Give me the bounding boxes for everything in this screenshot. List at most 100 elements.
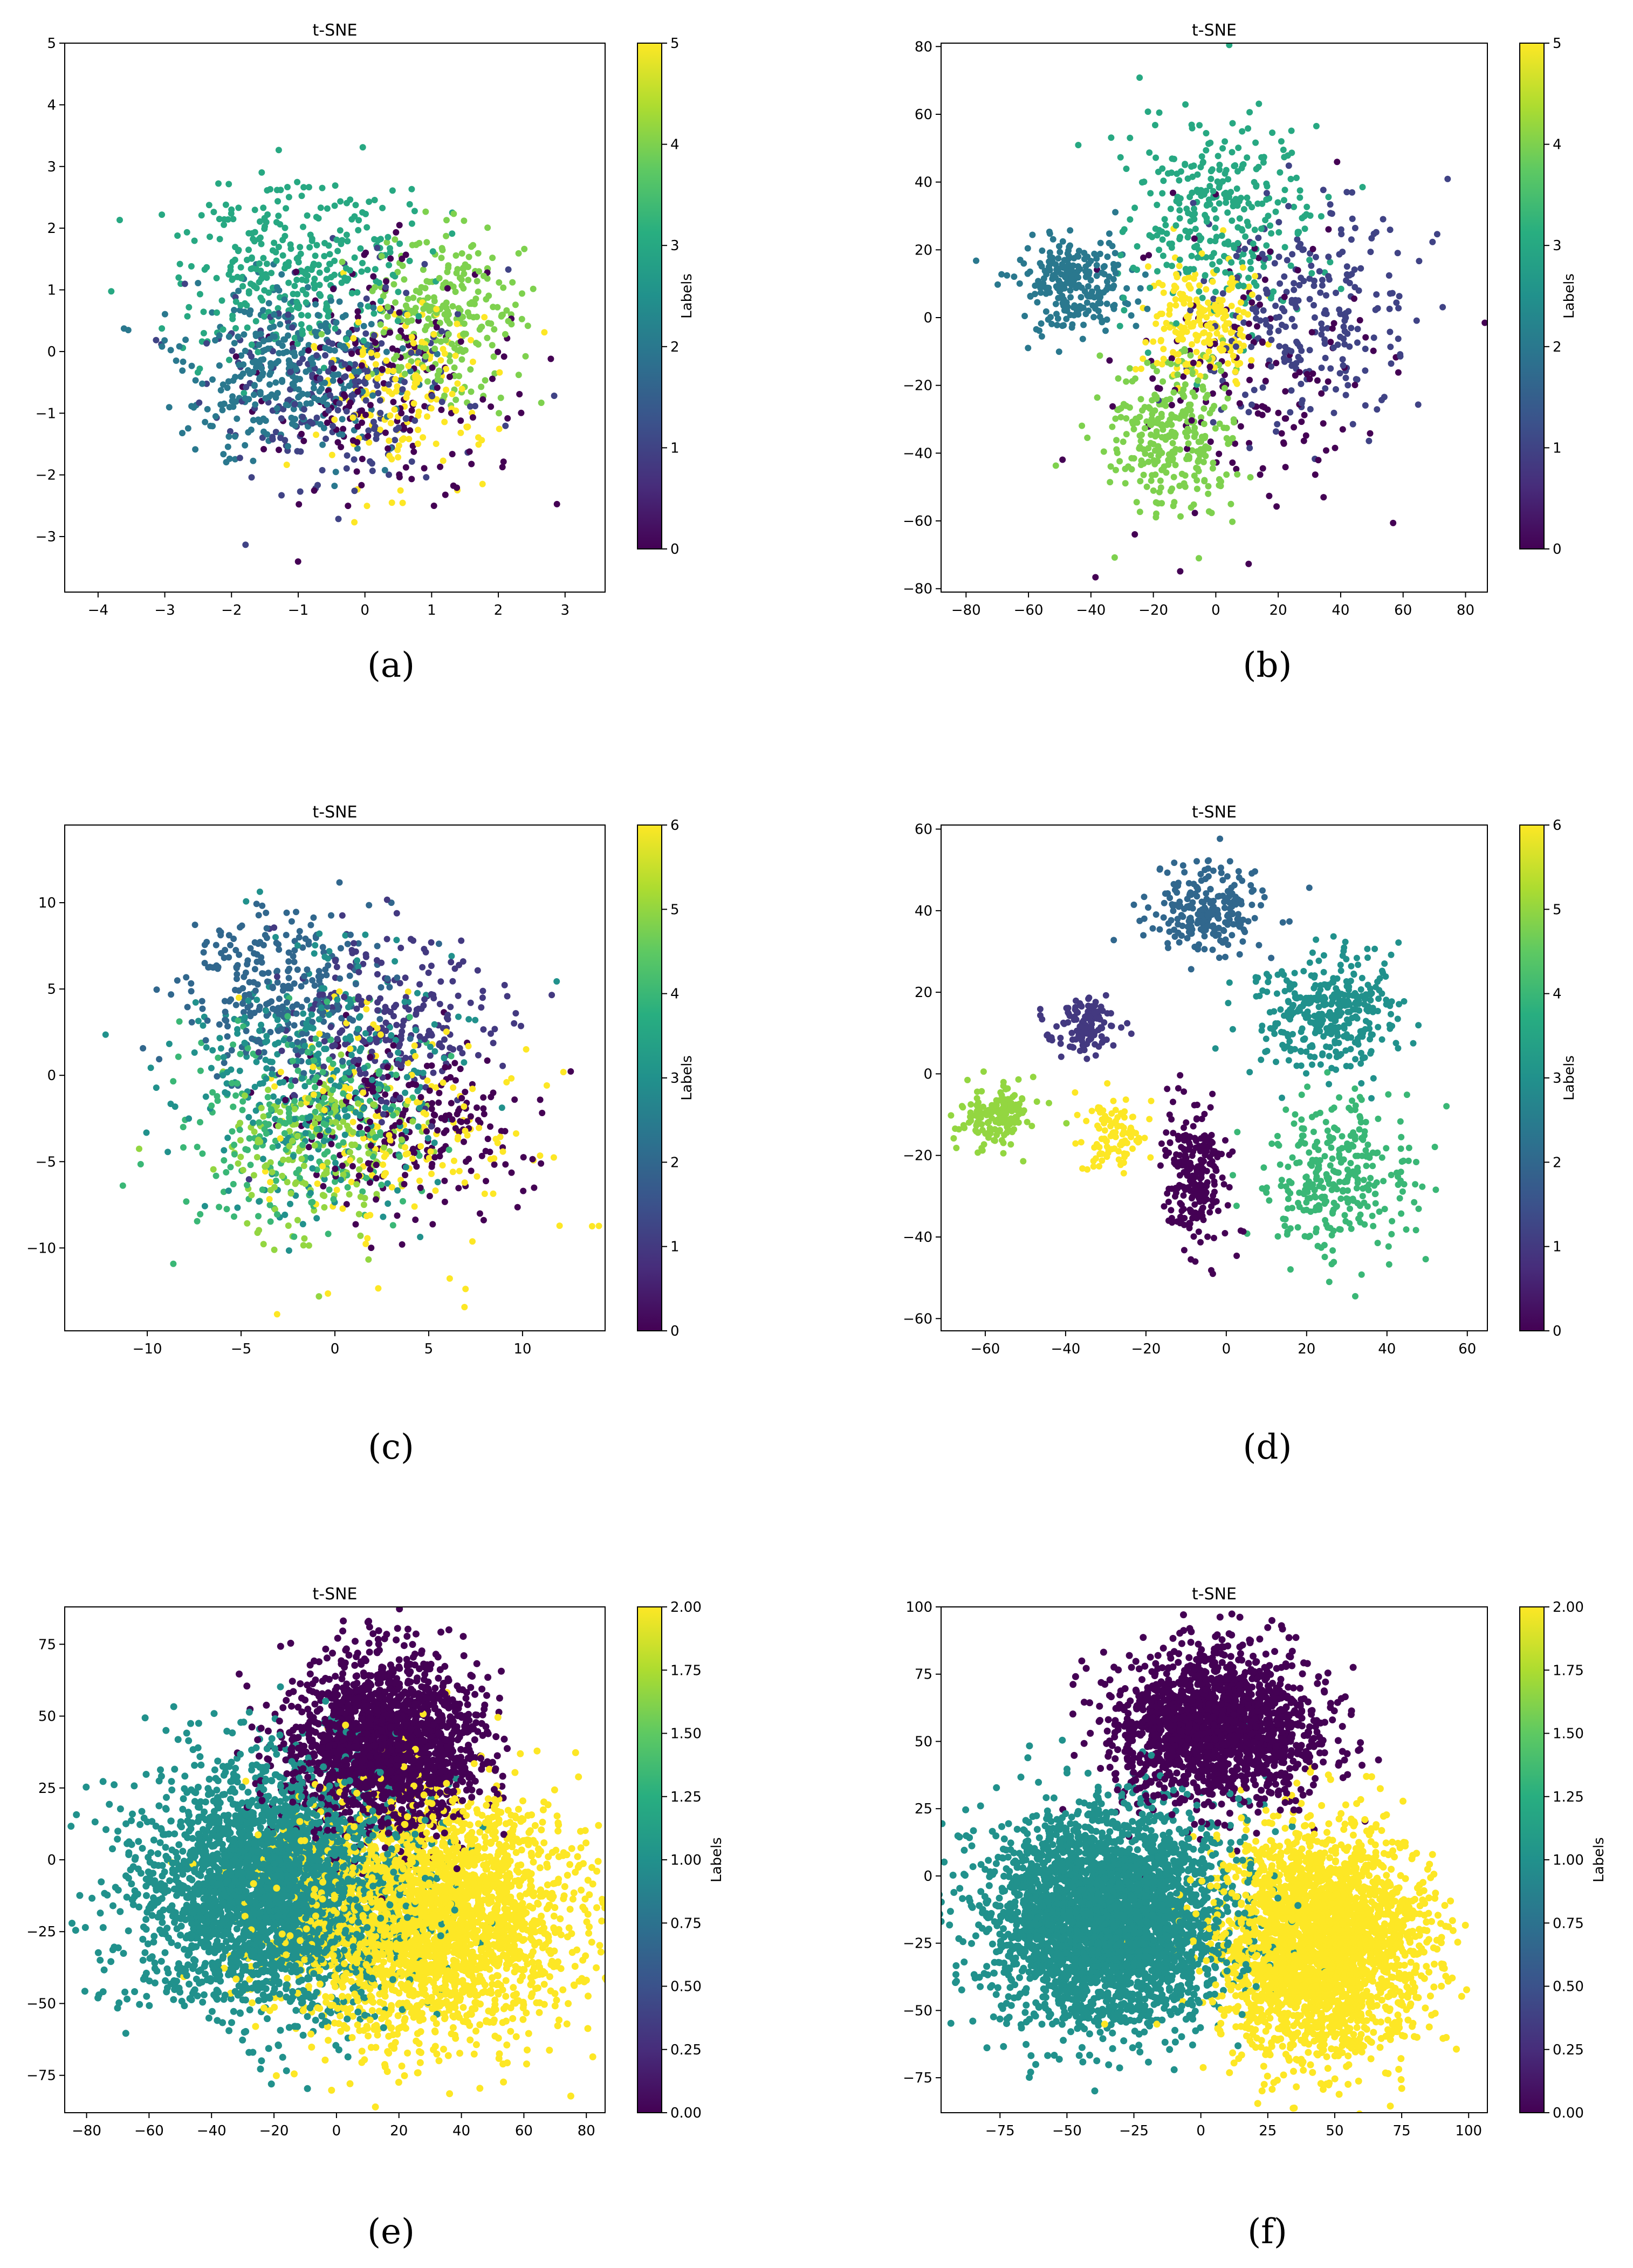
point-label-4	[384, 304, 391, 311]
point-label-1	[451, 965, 458, 972]
point-label-4	[244, 1181, 250, 1188]
point-label-1	[1275, 327, 1282, 334]
point-label-3	[427, 1043, 434, 1050]
point-label-3	[260, 313, 267, 320]
point-label-3	[276, 1079, 283, 1086]
point-label-5	[496, 425, 503, 432]
point-label-1	[430, 1069, 437, 1076]
point-label-3	[298, 312, 305, 319]
point-label-6	[560, 1069, 567, 1076]
point-label-3	[403, 1074, 410, 1081]
point-label-3	[293, 255, 300, 262]
point-label-6	[374, 1025, 381, 1032]
point-label-1	[242, 541, 249, 548]
point-label-0	[452, 1125, 459, 1132]
point-label-1	[1370, 334, 1377, 341]
point-label-3	[279, 237, 286, 244]
point-label-1	[1429, 238, 1436, 245]
x-tick-label: −3	[154, 602, 175, 618]
point-label-2	[1103, 316, 1110, 323]
point-label-1	[1263, 317, 1269, 324]
point-label-2	[337, 945, 344, 952]
point-label-3	[250, 1119, 257, 1126]
point-label-0	[1225, 389, 1232, 396]
point-label-4	[443, 315, 450, 322]
point-label-1	[1268, 363, 1274, 370]
point-label-6	[465, 1043, 472, 1049]
point-label-5	[454, 320, 461, 327]
point-label-4	[1223, 471, 1230, 478]
point-label-5	[1208, 325, 1215, 332]
point-label-1	[436, 1001, 443, 1007]
point-label-2	[249, 1035, 256, 1042]
point-label-4	[395, 367, 402, 374]
point-label-5	[454, 380, 461, 387]
point-label-2	[202, 418, 209, 425]
point-label-0	[370, 273, 377, 280]
point-label-3	[1337, 285, 1344, 292]
point-label-1	[259, 434, 266, 441]
point-label-4	[1123, 415, 1130, 422]
point-label-4	[223, 1169, 230, 1176]
point-label-3	[252, 318, 259, 325]
point-label-1	[323, 435, 330, 442]
point-label-4	[383, 239, 390, 246]
point-label-4	[232, 1092, 239, 1099]
point-label-4	[1189, 369, 1196, 376]
point-label-3	[275, 1098, 282, 1105]
point-label-1	[326, 391, 333, 398]
point-label-0	[452, 1077, 459, 1084]
point-label-3	[1182, 161, 1189, 168]
colorbar-label: Labels	[679, 273, 695, 319]
point-label-0	[480, 1094, 487, 1101]
point-label-0	[484, 1057, 491, 1064]
point-label-5	[1161, 325, 1168, 332]
point-label-1	[1306, 347, 1313, 354]
point-label-4	[482, 377, 489, 384]
point-label-4	[1189, 389, 1196, 396]
point-label-2	[319, 944, 326, 951]
point-label-2	[310, 914, 317, 921]
point-label-3	[386, 262, 393, 269]
point-label-0	[382, 1091, 389, 1098]
point-label-2	[1090, 314, 1097, 321]
point-label-0	[366, 1179, 373, 1186]
point-label-4	[1202, 432, 1209, 439]
point-label-3	[327, 260, 333, 267]
point-label-1	[1284, 257, 1291, 264]
point-label-2	[287, 985, 294, 992]
point-label-2	[184, 1004, 191, 1011]
point-label-3	[1198, 235, 1205, 242]
point-label-3	[1144, 108, 1151, 115]
point-label-3	[250, 282, 257, 288]
point-label-5	[315, 1293, 323, 1300]
point-label-3	[210, 209, 217, 216]
point-label-1	[348, 947, 355, 953]
point-label-1	[319, 467, 326, 473]
point-label-4	[197, 1211, 204, 1218]
point-label-2	[1093, 262, 1100, 269]
point-label-0	[352, 1221, 359, 1228]
point-label-4	[375, 1070, 382, 1077]
point-label-2	[1055, 348, 1062, 355]
point-label-0	[370, 1088, 377, 1095]
point-label-1	[1385, 272, 1392, 279]
point-label-2	[219, 401, 226, 408]
point-label-5	[289, 1137, 296, 1144]
point-label-1	[317, 375, 324, 382]
point-label-3	[498, 1104, 505, 1111]
point-label-2	[1052, 274, 1059, 281]
point-label-3	[1313, 122, 1320, 129]
point-label-0	[1168, 1207, 1175, 1214]
point-label-4	[1136, 443, 1143, 450]
point-label-2	[293, 366, 300, 373]
point-label-3	[1191, 205, 1197, 212]
y-tick-label: −20	[903, 378, 932, 394]
point-label-5	[348, 1141, 355, 1148]
point-label-4	[410, 307, 417, 314]
point-label-4	[237, 1050, 244, 1057]
point-label-3	[285, 194, 292, 201]
point-label-2	[277, 321, 284, 328]
point-label-3	[1227, 189, 1234, 196]
point-label-2	[1024, 245, 1031, 252]
